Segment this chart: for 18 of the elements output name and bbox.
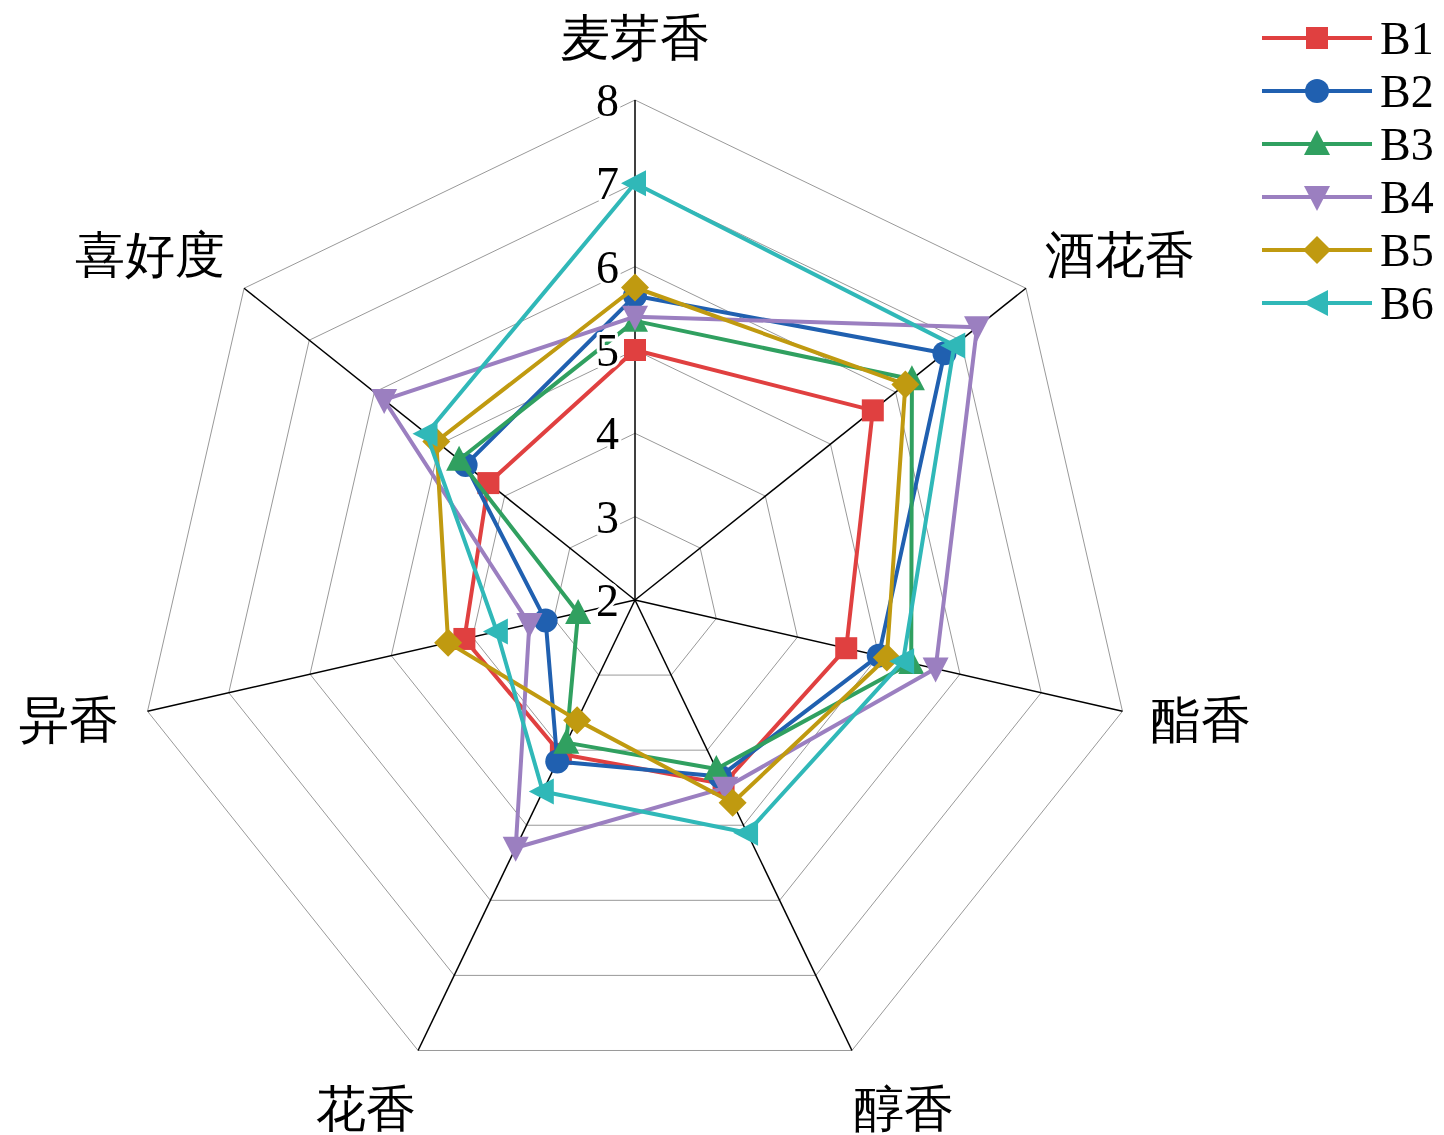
spoke-label: 麦芽香 bbox=[560, 10, 710, 66]
spoke-label: 喜好度 bbox=[74, 227, 225, 284]
y-tick-label: 6 bbox=[596, 241, 619, 293]
legend-label: B2 bbox=[1380, 66, 1434, 117]
y-tick-label: 8 bbox=[596, 75, 619, 126]
legend-label: B3 bbox=[1380, 119, 1434, 170]
legend-label: B6 bbox=[1380, 278, 1434, 329]
spoke-label: 花香 bbox=[316, 1080, 417, 1135]
y-tick-label: 4 bbox=[596, 408, 619, 460]
legend-label: B4 bbox=[1380, 172, 1434, 223]
spoke-label: 异香 bbox=[18, 692, 119, 749]
spoke-label: 酒花香 bbox=[1045, 227, 1196, 284]
spoke-label: 醇香 bbox=[853, 1080, 954, 1135]
y-tick-label: 7 bbox=[596, 158, 619, 210]
spoke-label: 酯香 bbox=[1151, 692, 1252, 749]
legend-label: B5 bbox=[1380, 225, 1434, 276]
y-tick-label: 3 bbox=[596, 491, 619, 543]
legend-label: B1 bbox=[1380, 13, 1434, 64]
